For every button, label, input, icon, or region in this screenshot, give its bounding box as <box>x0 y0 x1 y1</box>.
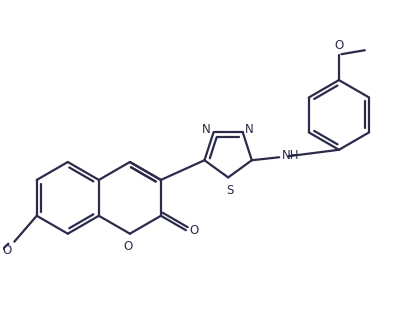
Text: N: N <box>245 123 254 136</box>
Text: O: O <box>334 39 344 52</box>
Text: N: N <box>202 123 211 136</box>
Text: S: S <box>226 185 234 198</box>
Text: O: O <box>3 244 12 257</box>
Text: O: O <box>189 224 198 237</box>
Text: O: O <box>123 240 133 253</box>
Text: NH: NH <box>282 149 299 162</box>
